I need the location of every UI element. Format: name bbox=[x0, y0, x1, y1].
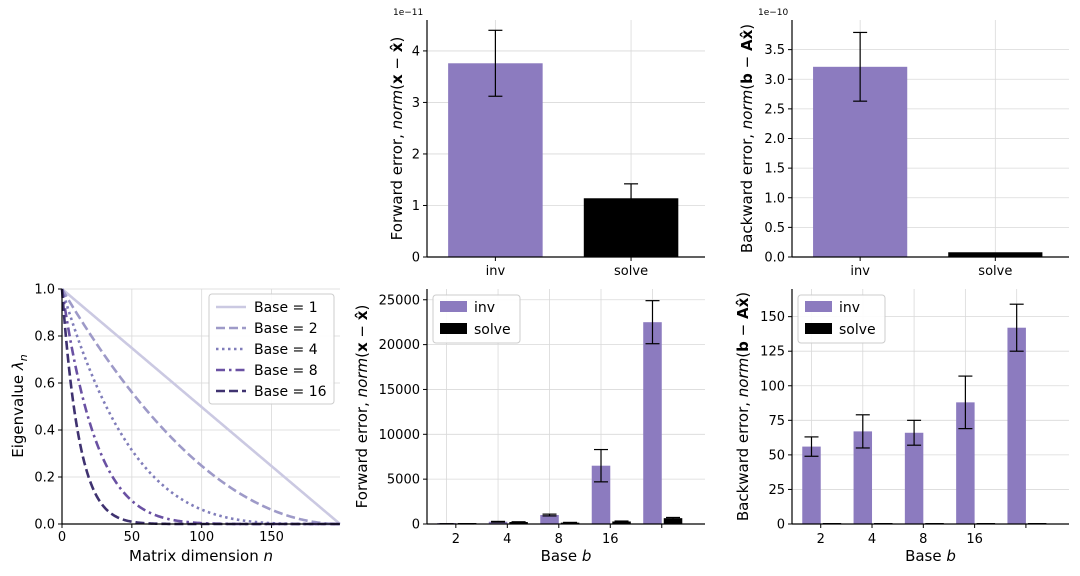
legend: inv solve bbox=[432, 294, 521, 344]
y-tick-label: 1.0 bbox=[764, 191, 785, 206]
bwd-top-chart: 0.0 0.5 1.0 1.5 2.0 2.5 3.0 3.5 inv solve 1e−10Bac… bbox=[738, 8, 1069, 279]
x-tick-label: 2 bbox=[452, 532, 460, 547]
legend: Base = 1 Base = 2 Base = 4 Base = 8 Base = 1… bbox=[208, 293, 335, 405]
x-tick-label: 4 bbox=[868, 532, 876, 547]
legend-label: inv bbox=[839, 300, 860, 316]
y-tick-label: 125 bbox=[760, 345, 785, 360]
y-tick-label: 5000 bbox=[387, 473, 420, 488]
bar-inv-4 bbox=[853, 431, 873, 524]
y-tick-label: 0.2 bbox=[34, 471, 55, 486]
y-tick-label: 150 bbox=[760, 310, 785, 325]
y-tick-label: 0.6 bbox=[34, 377, 55, 392]
legend-label: solve bbox=[474, 322, 511, 338]
bar-inv-2 bbox=[802, 446, 821, 524]
y-tick-label: 50 bbox=[768, 448, 785, 463]
axis-label: Backward error, norm(b − Ax̂) bbox=[738, 24, 756, 253]
legend-label: Base = 8 bbox=[254, 363, 318, 379]
legend: inv solve bbox=[797, 294, 886, 344]
series-line-base-2 bbox=[60, 288, 341, 526]
y-tick-label: 3 bbox=[412, 96, 420, 111]
axis-label: Forward error, norm(x − x̂) bbox=[353, 305, 371, 509]
axis-label: Backward error, norm(b − Ax̂) bbox=[734, 292, 752, 521]
legend-swatch bbox=[440, 323, 467, 334]
fwd-bottom-chart: 0 5000 10000 15000 20000 25000 2 4 8 16 inv solve Ba… bbox=[353, 289, 705, 565]
y-tick-label: 100 bbox=[760, 379, 785, 394]
legend-label: inv bbox=[474, 300, 495, 316]
x-tick-label: 0 bbox=[58, 530, 66, 545]
axis-label: Eigenvalue λn bbox=[9, 354, 30, 458]
legend-label: Base = 16 bbox=[254, 384, 327, 400]
x-tick-label: inv bbox=[486, 264, 506, 279]
y-tick-label: 0.5 bbox=[764, 221, 785, 236]
y-tick-label: 3.5 bbox=[764, 43, 785, 58]
x-tick-label: 4 bbox=[503, 532, 511, 547]
y-tick-label: 15000 bbox=[379, 383, 420, 398]
y-tick-label: 1.5 bbox=[764, 162, 785, 177]
legend-label: Base = 2 bbox=[254, 321, 318, 337]
bar-inv-16 bbox=[591, 465, 611, 524]
y-tick-label: 0 bbox=[412, 518, 420, 533]
bar-inv-16 bbox=[956, 402, 975, 524]
axis-label: Base b bbox=[541, 547, 592, 565]
y-tick-label: 25000 bbox=[379, 293, 420, 308]
offset-text: 1e−11 bbox=[393, 8, 423, 18]
y-tick-label: 4 bbox=[412, 44, 420, 59]
x-tick-label: 50 bbox=[124, 530, 141, 545]
bar-inv-last bbox=[643, 322, 662, 524]
fwd-top-chart: 0 1 2 3 4 inv solve 1e−11 Forward error, norm(x … bbox=[388, 8, 705, 279]
bwd-bottom-chart: 0 25 50 75 100 125 150 2 4 8 16 inv solve Base b Backw… bbox=[734, 289, 1069, 565]
y-tick-label: 75 bbox=[768, 414, 785, 429]
y-tick-label: 1.0 bbox=[34, 283, 55, 298]
y-tick-label: 20000 bbox=[379, 338, 420, 353]
bar-inv-last bbox=[1007, 327, 1026, 524]
y-tick-label: 25 bbox=[768, 483, 785, 498]
y-tick-label: 0 bbox=[412, 251, 420, 266]
x-tick-label: 100 bbox=[189, 530, 214, 545]
bar-solve bbox=[948, 252, 1043, 257]
y-tick-label: 3.0 bbox=[764, 73, 785, 88]
offset-text: 1e−10 bbox=[758, 8, 789, 18]
bar-solve-last bbox=[663, 518, 683, 524]
axis-label: Matrix dimension n bbox=[129, 547, 273, 565]
x-tick-label: solve bbox=[978, 264, 1012, 279]
y-tick-label: 0.8 bbox=[34, 330, 55, 345]
y-tick-label: 1 bbox=[412, 199, 420, 214]
legend-label: Base = 1 bbox=[254, 300, 318, 316]
legend-label: solve bbox=[839, 322, 876, 338]
series-line-base-1 bbox=[61, 288, 341, 525]
x-tick-label: 16 bbox=[602, 532, 619, 547]
x-tick-label: 150 bbox=[259, 530, 284, 545]
y-tick-label: 0 bbox=[777, 518, 785, 533]
y-tick-label: 10000 bbox=[379, 428, 420, 443]
y-tick-label: 2.0 bbox=[764, 132, 785, 147]
y-tick-label: 0.0 bbox=[34, 518, 55, 533]
x-tick-label: 8 bbox=[555, 532, 563, 547]
axis-label: Base b bbox=[905, 547, 956, 565]
x-tick-label: 8 bbox=[919, 532, 927, 547]
legend-swatch bbox=[805, 323, 832, 334]
legend-swatch bbox=[805, 301, 832, 312]
x-tick-label: 2 bbox=[817, 532, 825, 547]
legend-swatch bbox=[440, 301, 467, 312]
legend-label: Base = 4 bbox=[254, 342, 318, 358]
y-tick-label: 2 bbox=[412, 147, 420, 162]
bar-solve-4 bbox=[509, 522, 528, 524]
bar-solve-16 bbox=[612, 521, 631, 524]
y-tick-label: 2.5 bbox=[764, 102, 785, 117]
x-tick-label: solve bbox=[614, 264, 648, 279]
y-tick-label: 0.4 bbox=[34, 424, 55, 439]
y-tick-label: 0.0 bbox=[764, 251, 785, 266]
bar-inv-4 bbox=[488, 521, 508, 524]
x-tick-label: inv bbox=[850, 264, 870, 279]
axis-label: Forward error, norm(x − x̂) bbox=[388, 37, 406, 241]
x-tick-label: 16 bbox=[966, 532, 983, 547]
bar-inv-8 bbox=[904, 432, 924, 524]
bar-inv-8 bbox=[540, 515, 559, 524]
legend-box bbox=[208, 293, 335, 405]
